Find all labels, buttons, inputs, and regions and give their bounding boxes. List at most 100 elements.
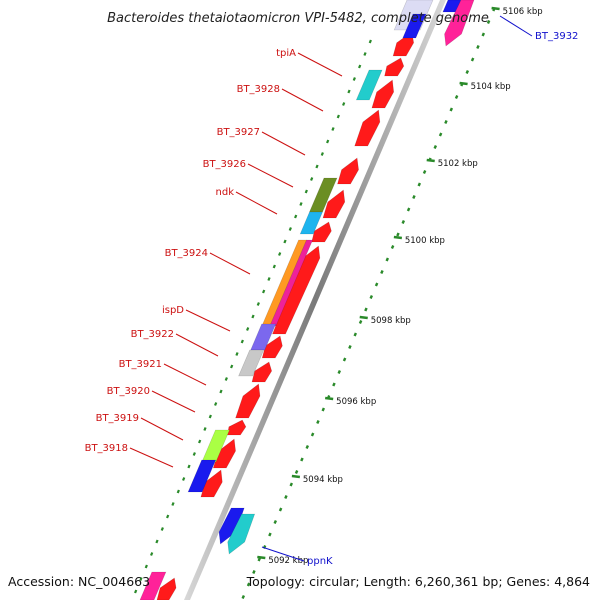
ruler-dot-left [251, 314, 255, 319]
ruler-dot-left [134, 589, 138, 594]
leader-line [175, 333, 219, 357]
ruler-dot-left [320, 152, 324, 156]
ruler-dot-left [160, 527, 164, 531]
ruler-major-tick [291, 474, 301, 479]
gene-arrow [384, 57, 405, 77]
gene-arrow [251, 361, 273, 383]
accession-text: Accession: NC_004663 [8, 574, 151, 589]
leader-line [261, 131, 306, 156]
ruler-dot [465, 70, 470, 74]
ruler-dot [433, 145, 438, 149]
gene-block [269, 239, 314, 327]
ruler-dot [476, 45, 480, 49]
ruler-dot-left [192, 452, 196, 456]
ruler-dot-left [171, 502, 175, 506]
gene-label: BT_3926 [203, 159, 246, 170]
ruler-dot-left [182, 477, 186, 481]
ruler-dot [412, 195, 416, 199]
gene-arrow [156, 577, 177, 600]
ruler-dot-left [304, 189, 308, 194]
gene-label: BT_3920 [107, 386, 150, 397]
ruler-dot [268, 532, 272, 537]
topology-text: Topology: circular; Length: 6,260,361 bp… [246, 574, 590, 589]
ruler-dot [300, 457, 304, 462]
gene-label: BT_3922 [131, 329, 174, 340]
ruler-major-tick [393, 235, 403, 240]
ruler-dot [241, 595, 246, 599]
ruler-dot [353, 332, 358, 337]
ruler-dot-left [358, 64, 362, 69]
gene-arrow [227, 513, 256, 555]
ruler-major-tick [257, 555, 266, 560]
gene-arrow [261, 335, 283, 359]
ruler-label: 5094 kbp [303, 475, 343, 485]
ruler-dot [337, 370, 342, 374]
gene-label: ndk [216, 187, 235, 198]
gene-label: BT_3919 [96, 413, 139, 424]
ruler-dot [417, 182, 422, 187]
gene-block [139, 571, 167, 600]
ruler-dot-left [288, 227, 292, 231]
ruler-major-tick [325, 396, 334, 401]
leader-line [297, 52, 343, 77]
leader-line [247, 163, 294, 188]
ruler-dot-left [203, 427, 207, 431]
ruler-dot-left [342, 102, 346, 106]
ruler-dot [385, 257, 390, 262]
ruler-ticks [134, 6, 500, 599]
gene-arrow [322, 189, 346, 219]
leader-line [261, 546, 305, 562]
ruler-major-tick [491, 6, 500, 11]
ruler-dot-left [368, 39, 372, 44]
ruler-dot-left [267, 277, 271, 281]
ruler-major-tick [426, 158, 435, 163]
genome-backbone [184, 0, 446, 600]
gene-arrow [354, 109, 381, 147]
ruler-dot [454, 95, 459, 99]
label-leader-lines [129, 15, 533, 562]
ruler-dot [422, 170, 427, 174]
ruler-dot [449, 107, 454, 112]
ruler-dot [342, 357, 347, 362]
leader-line [209, 252, 251, 275]
ruler-dot-left [315, 164, 319, 169]
map-title: Bacteroides thetaiotaomicron VPI-5482, c… [107, 11, 489, 26]
gene-label: BT_3932 [535, 31, 578, 42]
leader-line [235, 191, 278, 215]
ruler-dot [294, 470, 299, 474]
ruler-dot-left [166, 514, 170, 519]
gene-block [299, 211, 323, 235]
leader-line [281, 88, 324, 112]
ruler-dot [486, 20, 491, 24]
ruler-dot [364, 307, 368, 312]
ruler-dot [374, 282, 379, 287]
ruler-dot [481, 32, 486, 37]
ruler-dot-left [176, 489, 180, 494]
ruler-dot-left [214, 402, 218, 406]
gene-label: BT_3928 [237, 84, 280, 95]
leader-line [163, 363, 207, 386]
ruler-dot [332, 382, 336, 387]
ruler-dot [348, 345, 352, 349]
gene-label: BT_3918 [85, 443, 128, 454]
ruler-label: 5106 kbp [503, 7, 543, 17]
leader-line [140, 417, 184, 441]
ruler-dot-left [262, 289, 266, 294]
ruler-dot-left [256, 302, 260, 306]
gene-label: BT_3924 [165, 248, 208, 259]
gene-features [139, 0, 475, 600]
gene-label: BT_3927 [217, 127, 260, 138]
gene-block [187, 459, 217, 493]
ruler-dot [278, 507, 283, 512]
ruler-dot [438, 132, 443, 137]
ruler-dot [444, 120, 448, 124]
gene-arrow [337, 157, 359, 185]
ruler-dot-left [363, 52, 367, 56]
gene-arrow [227, 419, 247, 436]
gene-block-ispD [250, 323, 277, 351]
leader-line [499, 15, 533, 37]
ruler-dot-left [331, 127, 335, 131]
gene-arrow-ppnK [218, 507, 245, 545]
ruler-dot-left [294, 214, 298, 219]
